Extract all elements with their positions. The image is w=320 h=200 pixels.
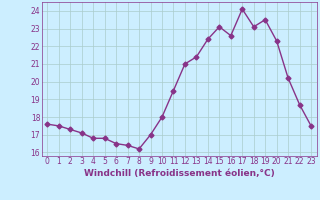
X-axis label: Windchill (Refroidissement éolien,°C): Windchill (Refroidissement éolien,°C) (84, 169, 275, 178)
